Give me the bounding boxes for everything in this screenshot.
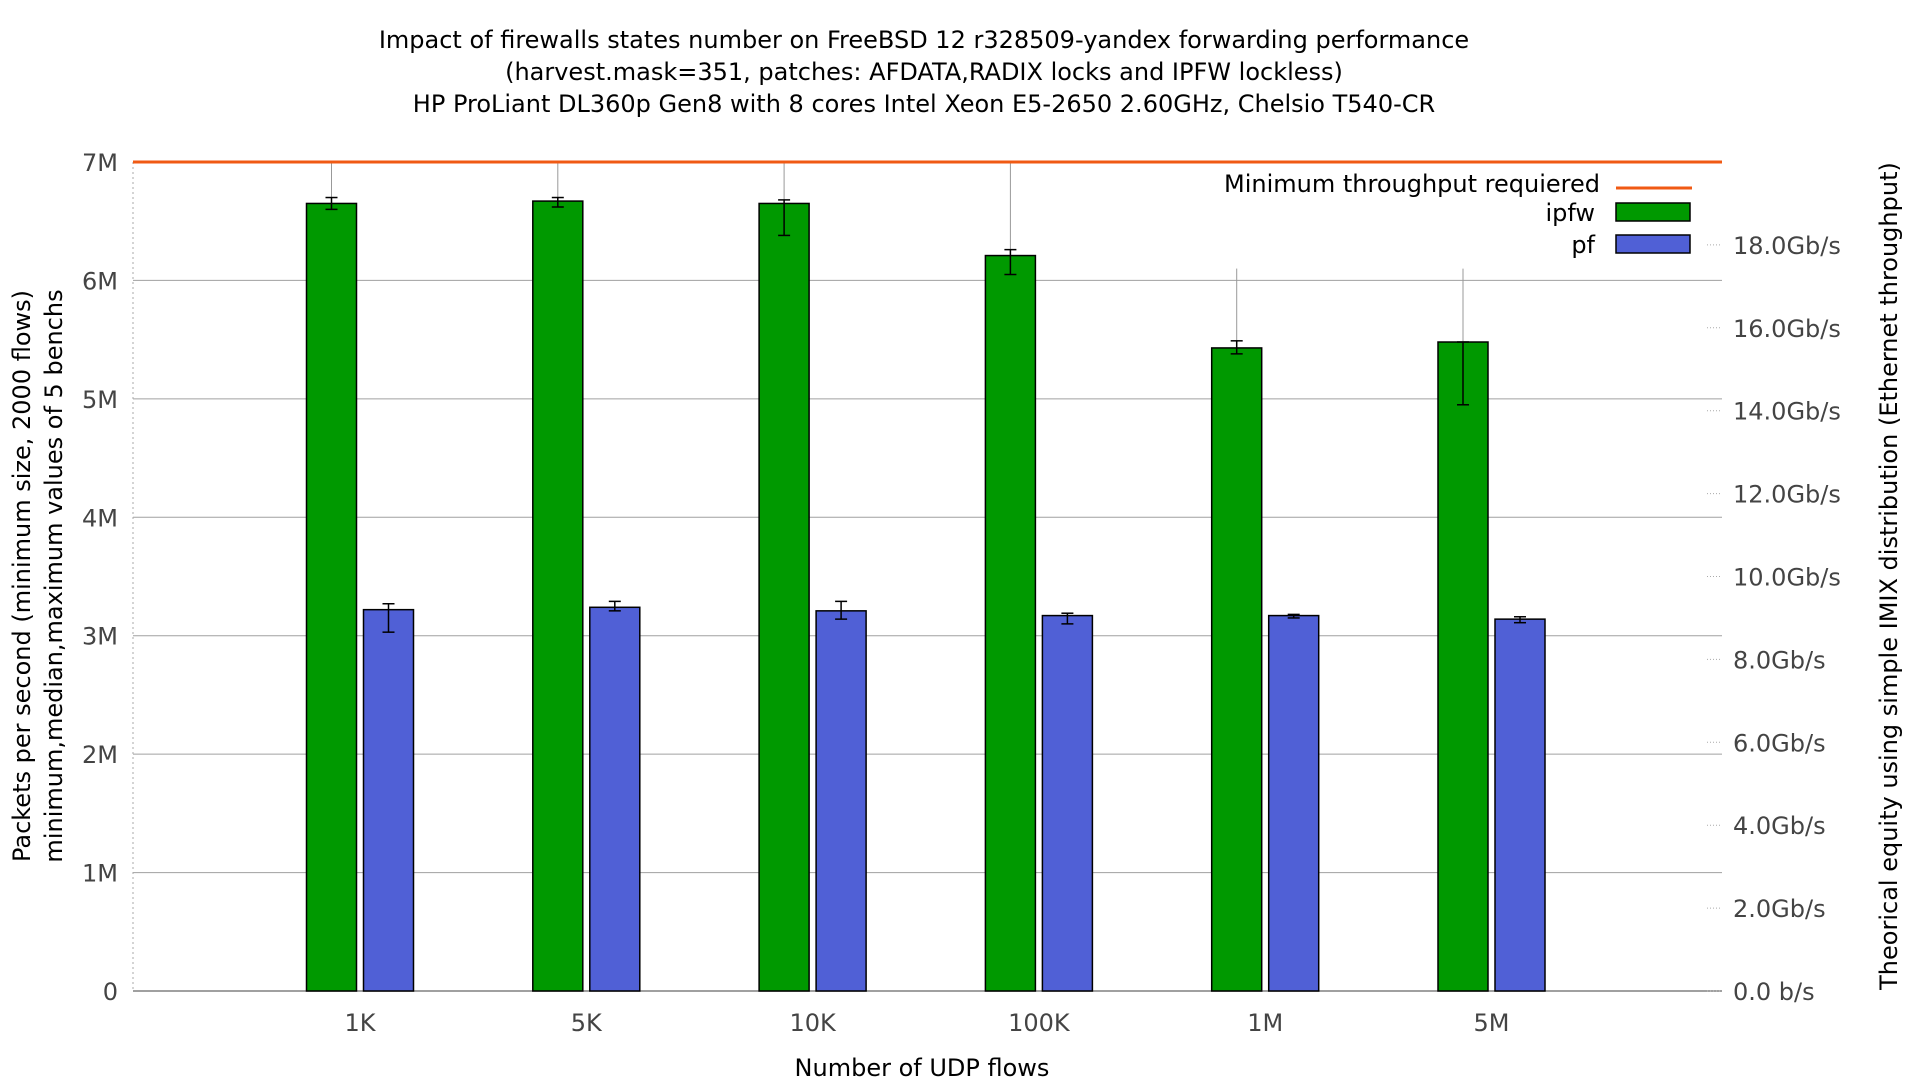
chart-title-line-2: (harvest.mask=351, patches: AFDATA,RADIX… [505, 58, 1343, 86]
bar-pf [815, 610, 867, 992]
y-tick-label: 7M [82, 149, 118, 177]
y-tick-label: 6M [82, 267, 118, 295]
bar-pf [589, 606, 641, 992]
x-tick-label: 100K [1008, 1009, 1071, 1037]
bar-ipfw [758, 202, 810, 992]
bar-ipfw [984, 254, 1037, 992]
y-axis-label-line-2: minimum,median,maximum values of 5 bench… [40, 289, 68, 862]
y-tick-label: 2M [82, 741, 118, 769]
bar-ipfw [1210, 347, 1263, 992]
y-axis-label-line-1: Packets per second (minimum size, 2000 f… [8, 290, 36, 862]
chart-title-line-1: Impact of firewalls states number on Fre… [378, 26, 1470, 54]
y2-tick-label: 18.0Gb/s [1733, 232, 1841, 260]
y-tick-label: 4M [82, 504, 118, 532]
x-tick-label: 5K [571, 1009, 603, 1037]
y2-tick-label: 8.0Gb/s [1733, 646, 1826, 674]
bar-pf [362, 608, 415, 992]
y-tick-label: 5M [82, 386, 118, 414]
legend-label-threshold: Minimum throughput requiered [1224, 170, 1600, 198]
bar-ipfw [305, 202, 358, 992]
legend-label-ipfw: ipfw [1545, 199, 1595, 227]
legend-swatch-ipfw [1615, 202, 1691, 222]
y2-tick-label: 0.0 b/s [1733, 978, 1815, 1006]
chart-title-line-3: HP ProLiant DL360p Gen8 with 8 cores Int… [412, 90, 1436, 118]
bar-pf [1267, 614, 1320, 992]
x-tick-label: 10K [789, 1009, 837, 1037]
bar-ipfw [532, 200, 584, 992]
y2-tick-label: 16.0Gb/s [1733, 315, 1841, 343]
y-tick-label: 3M [82, 623, 118, 651]
x-tick-label: 5M [1474, 1009, 1510, 1037]
y2-axis-label: Theorical equity using simple IMIX distr… [1875, 162, 1903, 991]
y2-tick-label: 10.0Gb/s [1733, 564, 1841, 592]
y2-tick-label: 12.0Gb/s [1733, 481, 1841, 509]
y2-tick-label: 6.0Gb/s [1733, 729, 1826, 757]
bar-ipfw [1437, 341, 1489, 992]
y-tick-label: 0 [103, 978, 118, 1006]
y2-tick-label: 4.0Gb/s [1733, 812, 1826, 840]
x-tick-label: 1K [344, 1009, 376, 1037]
x-axis-label: Number of UDP flows [795, 1054, 1050, 1080]
y-tick-label: 1M [82, 860, 118, 888]
y2-tick-label: 2.0Gb/s [1733, 895, 1826, 923]
bar-pf [1494, 618, 1546, 992]
x-tick-label: 1M [1247, 1009, 1283, 1037]
legend-label-pf: pf [1571, 231, 1595, 259]
legend-swatch-pf [1615, 234, 1691, 254]
bar-pf [1041, 614, 1094, 992]
y2-tick-label: 14.0Gb/s [1733, 398, 1841, 426]
